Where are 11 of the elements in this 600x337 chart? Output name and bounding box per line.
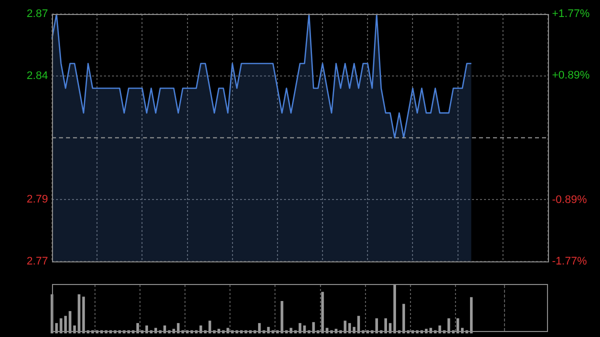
y2-tick-label: +0.89% (552, 70, 590, 82)
bar (402, 304, 406, 334)
y2-tick-label: +1.77% (552, 8, 590, 20)
y-tick-label: 2.84 (26, 70, 48, 82)
bar (470, 297, 473, 334)
y-tick-label: 2.77 (26, 255, 48, 268)
y-tick-label: 2.87 (26, 8, 48, 20)
y2-tick-label: -1.77% (552, 255, 588, 268)
y-tick-label: 2.79 (26, 194, 48, 206)
bar (393, 284, 396, 334)
y2-tick-label: -0.89% (552, 194, 588, 206)
